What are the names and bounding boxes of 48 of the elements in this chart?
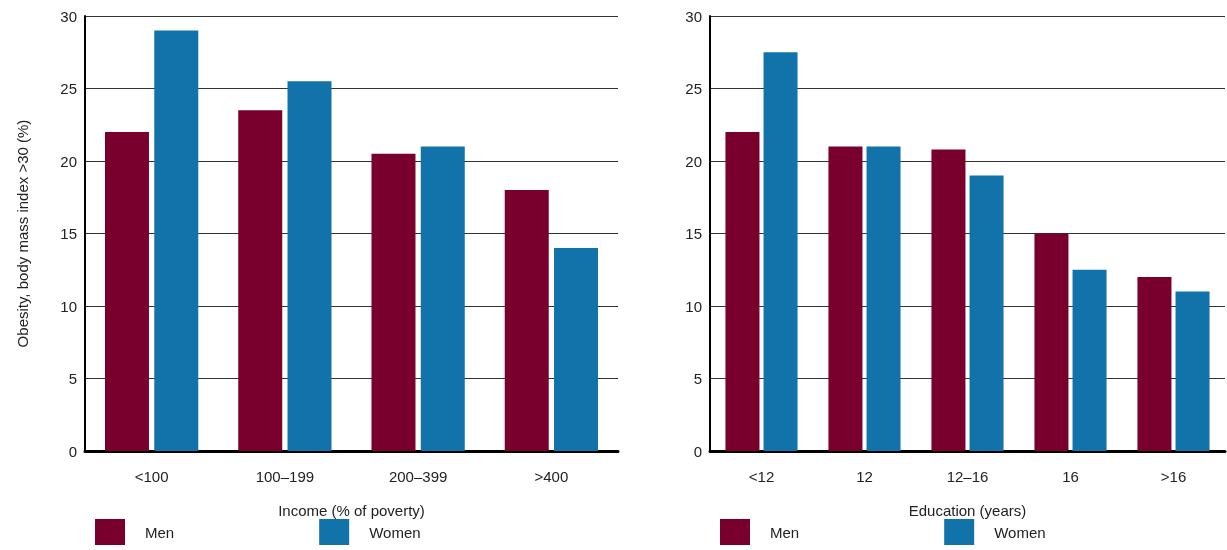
x-axis-title: Income (% of poverty): [278, 502, 425, 519]
bar: [1175, 291, 1210, 451]
x-tick-label: >16: [1160, 468, 1187, 485]
bar: [866, 146, 901, 451]
legend-label: Women: [994, 523, 1046, 541]
bar: [238, 110, 283, 451]
y-tick-label: 25: [60, 80, 77, 97]
legend-label: Women: [369, 523, 421, 541]
y-tick-label: 30: [60, 7, 77, 25]
y-tick-label: 20: [60, 152, 77, 170]
bar: [154, 30, 199, 451]
bar: [554, 248, 599, 451]
x-tick-label: >400: [534, 468, 569, 485]
y-tick-label: 20: [685, 152, 702, 170]
x-tick-label: 12–16: [946, 468, 989, 485]
bar: [420, 146, 465, 451]
bar: [1072, 269, 1107, 451]
bar: [1137, 277, 1172, 451]
y-tick-label: 0: [68, 442, 77, 460]
y-tick-label: 10: [60, 297, 77, 315]
y-tick-label: 10: [685, 297, 702, 315]
bar: [763, 52, 798, 451]
x-tick-label: 16: [1062, 468, 1079, 485]
y-axis-title: Obesity, body mass index >30 (%): [14, 119, 31, 348]
bar: [969, 175, 1004, 451]
legend-label: Men: [145, 523, 175, 541]
y-tick-label: 5: [693, 370, 702, 387]
y-tick-label: 25: [685, 80, 702, 97]
x-tick-label: 100–199: [255, 468, 315, 485]
bar: [371, 153, 416, 451]
y-tick-label: 0: [693, 442, 702, 460]
bar: [104, 132, 149, 451]
y-tick-label: 15: [60, 225, 77, 242]
bar: [828, 146, 863, 451]
x-tick-label: 200–399: [388, 468, 448, 485]
bar: [725, 132, 760, 451]
bar: [931, 149, 966, 451]
bar: [504, 190, 549, 451]
y-tick-label: 30: [685, 7, 702, 25]
x-tick-label: <12: [748, 468, 775, 485]
y-tick-label: 15: [685, 225, 702, 242]
bar: [287, 81, 332, 451]
y-tick-label: 5: [68, 370, 77, 387]
legend-label: Men: [770, 523, 800, 541]
x-axis-title: Education (years): [908, 502, 1027, 519]
bar: [1034, 233, 1069, 451]
x-tick-label: <100: [134, 468, 169, 485]
x-tick-label: 12: [856, 468, 873, 485]
